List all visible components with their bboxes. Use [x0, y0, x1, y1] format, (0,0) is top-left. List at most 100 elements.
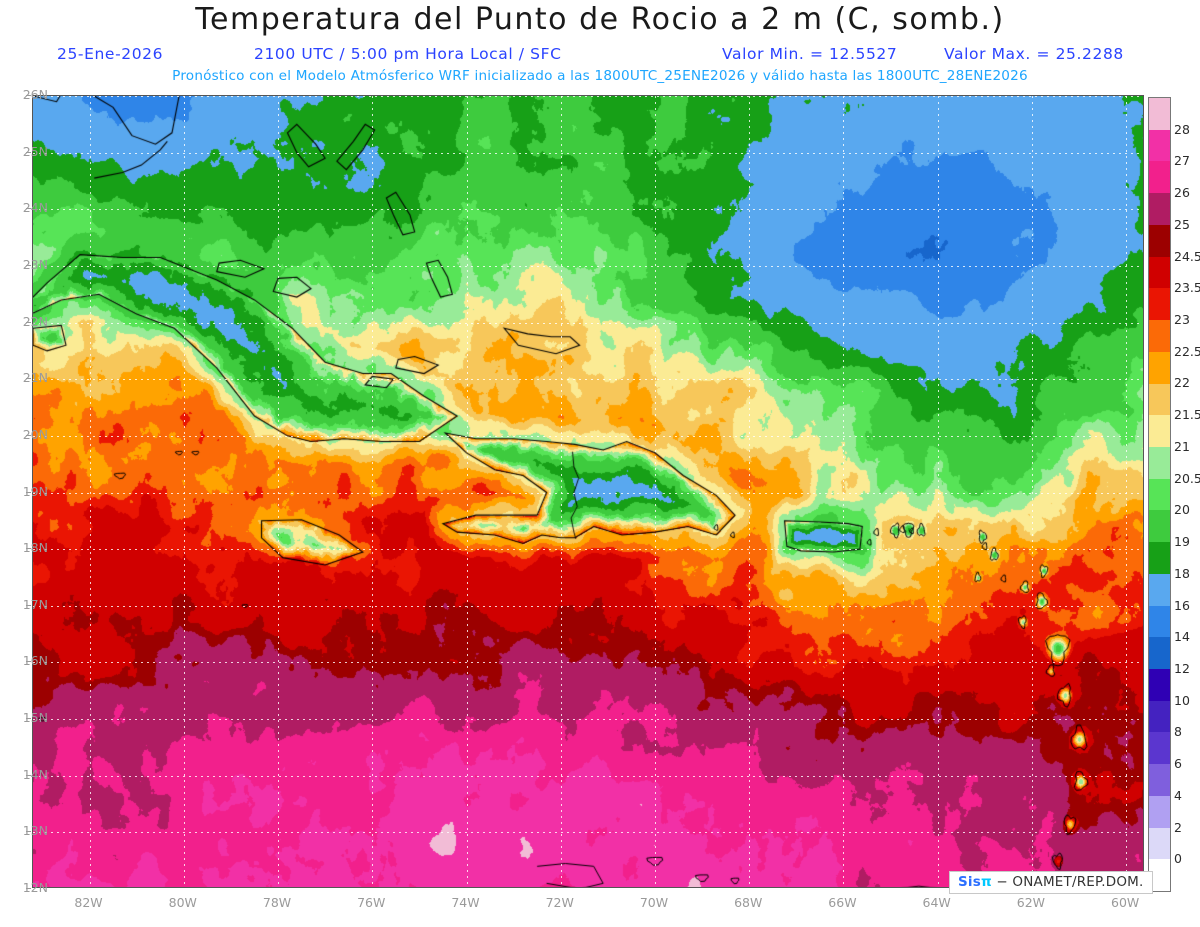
lat-tick-label: 22N [22, 313, 48, 329]
grid-line-lon [937, 96, 939, 887]
colorbar-swatch [1149, 827, 1170, 860]
lon-tick-label: 60W [1111, 895, 1140, 910]
lat-tick-mark [26, 208, 31, 210]
page-title: Temperatura del Punto de Rocio a 2 m (C,… [195, 2, 1005, 37]
colorbar-swatch [1149, 193, 1170, 225]
lon-tick-label: 72W [545, 895, 574, 910]
lat-tick-label: 14N [22, 766, 48, 782]
lat-tick-mark [26, 774, 31, 776]
header: Temperatura del Punto de Rocio a 2 m (C,… [0, 0, 1200, 95]
colorbar-tick-label: 18 [1174, 565, 1190, 581]
colorbar-swatch [1149, 542, 1170, 574]
colorbar-tick-label: 19 [1174, 534, 1190, 550]
colorbar-tick-label: 12 [1174, 660, 1190, 676]
grid-line-lon [843, 96, 845, 887]
colorbar-swatch [1149, 732, 1170, 765]
colorbar-swatch [1149, 288, 1170, 321]
colorbar-swatch [1149, 351, 1170, 384]
grid-line-lon [183, 96, 185, 887]
colorbar-tick-label: 21 [1174, 438, 1190, 454]
value-max-label: Valor Max. = 25.2288 [944, 45, 1124, 63]
lon-tick-label: 76W [357, 895, 386, 910]
lat-tick-mark [26, 831, 31, 833]
colorbar-swatch [1149, 415, 1170, 447]
colorbar-swatch [1149, 764, 1170, 796]
lat-tick-label: 26N [22, 87, 48, 102]
colorbar-swatch [1149, 129, 1170, 162]
colorbar-swatch [1149, 700, 1170, 733]
lon-tick-label: 68W [734, 895, 763, 910]
grid-line-lat [33, 379, 1143, 381]
colorbar-tick-label: 14 [1174, 629, 1190, 645]
lon-tick-label: 82W [74, 895, 103, 910]
grid-line-lat [33, 265, 1143, 267]
grid-line-lat [33, 435, 1143, 437]
colorbar-swatch [1149, 98, 1170, 130]
grid-line-lat [33, 605, 1143, 607]
lat-tick-mark [26, 548, 31, 550]
colorbar-swatch [1149, 320, 1170, 352]
colorbar-tick-label: 0 [1174, 851, 1182, 867]
grid-line-lat [33, 96, 1143, 97]
grid-line-lon [372, 96, 374, 887]
colorbar-tick-label: 28 [1174, 121, 1190, 137]
colorbar-swatch [1149, 795, 1170, 828]
forecast-time: 2100 UTC / 5:00 pm Hora Local / SFC [254, 45, 562, 63]
colorbar-tick-label: 22 [1174, 375, 1190, 391]
colorbar-swatch [1149, 668, 1170, 701]
colorbar-tick-label: 6 [1174, 756, 1182, 772]
colorbar-swatch [1149, 510, 1170, 543]
lat-tick-label: 24N [22, 200, 48, 216]
lat-tick-mark [26, 661, 31, 663]
lat-tick-label: 15N [22, 710, 48, 726]
colorbar-tick-label: 16 [1174, 597, 1190, 613]
lat-tick-label: 25N [22, 143, 48, 159]
colorbar [1148, 97, 1171, 892]
grid-line-lat [33, 719, 1143, 721]
lat-tick-mark [26, 888, 31, 889]
lat-tick-label: 18N [22, 540, 48, 556]
lat-tick-mark [26, 378, 31, 380]
lat-tick-label: 21N [22, 370, 48, 386]
lon-tick-label: 70W [639, 895, 669, 910]
lon-tick-label: 78W [262, 895, 292, 910]
colorbar-swatch [1149, 446, 1170, 479]
dewpoint-heatmap [33, 96, 1143, 887]
grid-line-lat [33, 775, 1143, 777]
colorbar-tick-label: 8 [1174, 724, 1182, 740]
grid-line-lat [33, 832, 1143, 834]
lat-tick-label: 23N [22, 256, 48, 272]
colorbar-swatch [1149, 256, 1170, 289]
lat-tick-mark [26, 604, 31, 606]
colorbar-tick-label: 20 [1174, 502, 1190, 518]
grid-line-lon [466, 96, 468, 887]
lon-tick-label: 80W [168, 895, 197, 910]
grid-line-lat [33, 662, 1143, 664]
colorbar-tick-label: 23.5 [1174, 280, 1200, 296]
lon-tick-label: 74W [451, 895, 480, 910]
colorbar-swatch [1149, 161, 1170, 194]
colorbar-swatch [1149, 478, 1170, 511]
colorbar-swatch [1149, 224, 1170, 257]
colorbar-tick-label: 26 [1174, 185, 1190, 201]
map-frame[interactable] [32, 95, 1144, 888]
lat-tick-label: 20N [22, 426, 48, 442]
credit-org-text: − ONAMET/REP.DOM. [996, 874, 1144, 890]
grid-line-lon [1031, 96, 1033, 887]
grid-line-lon [655, 96, 656, 887]
colorbar-swatch [1149, 383, 1170, 416]
colorbar-swatch [1149, 859, 1170, 891]
colorbar-tick-label: 4 [1174, 787, 1182, 803]
colorbar-tick-label: 22.5 [1174, 343, 1200, 359]
lat-tick-label: 16N [22, 653, 48, 669]
lat-tick-label: 19N [22, 483, 48, 499]
grid-line-lon [278, 96, 279, 887]
grid-line-lon [560, 96, 562, 887]
lat-tick-mark [26, 321, 31, 323]
grid-line-lat [33, 152, 1143, 154]
colorbar-tick-label: 24.5 [1174, 248, 1200, 264]
colorbar-swatch [1149, 573, 1170, 606]
lon-tick-label: 66W [828, 895, 857, 910]
grid-line-lon [89, 96, 91, 887]
